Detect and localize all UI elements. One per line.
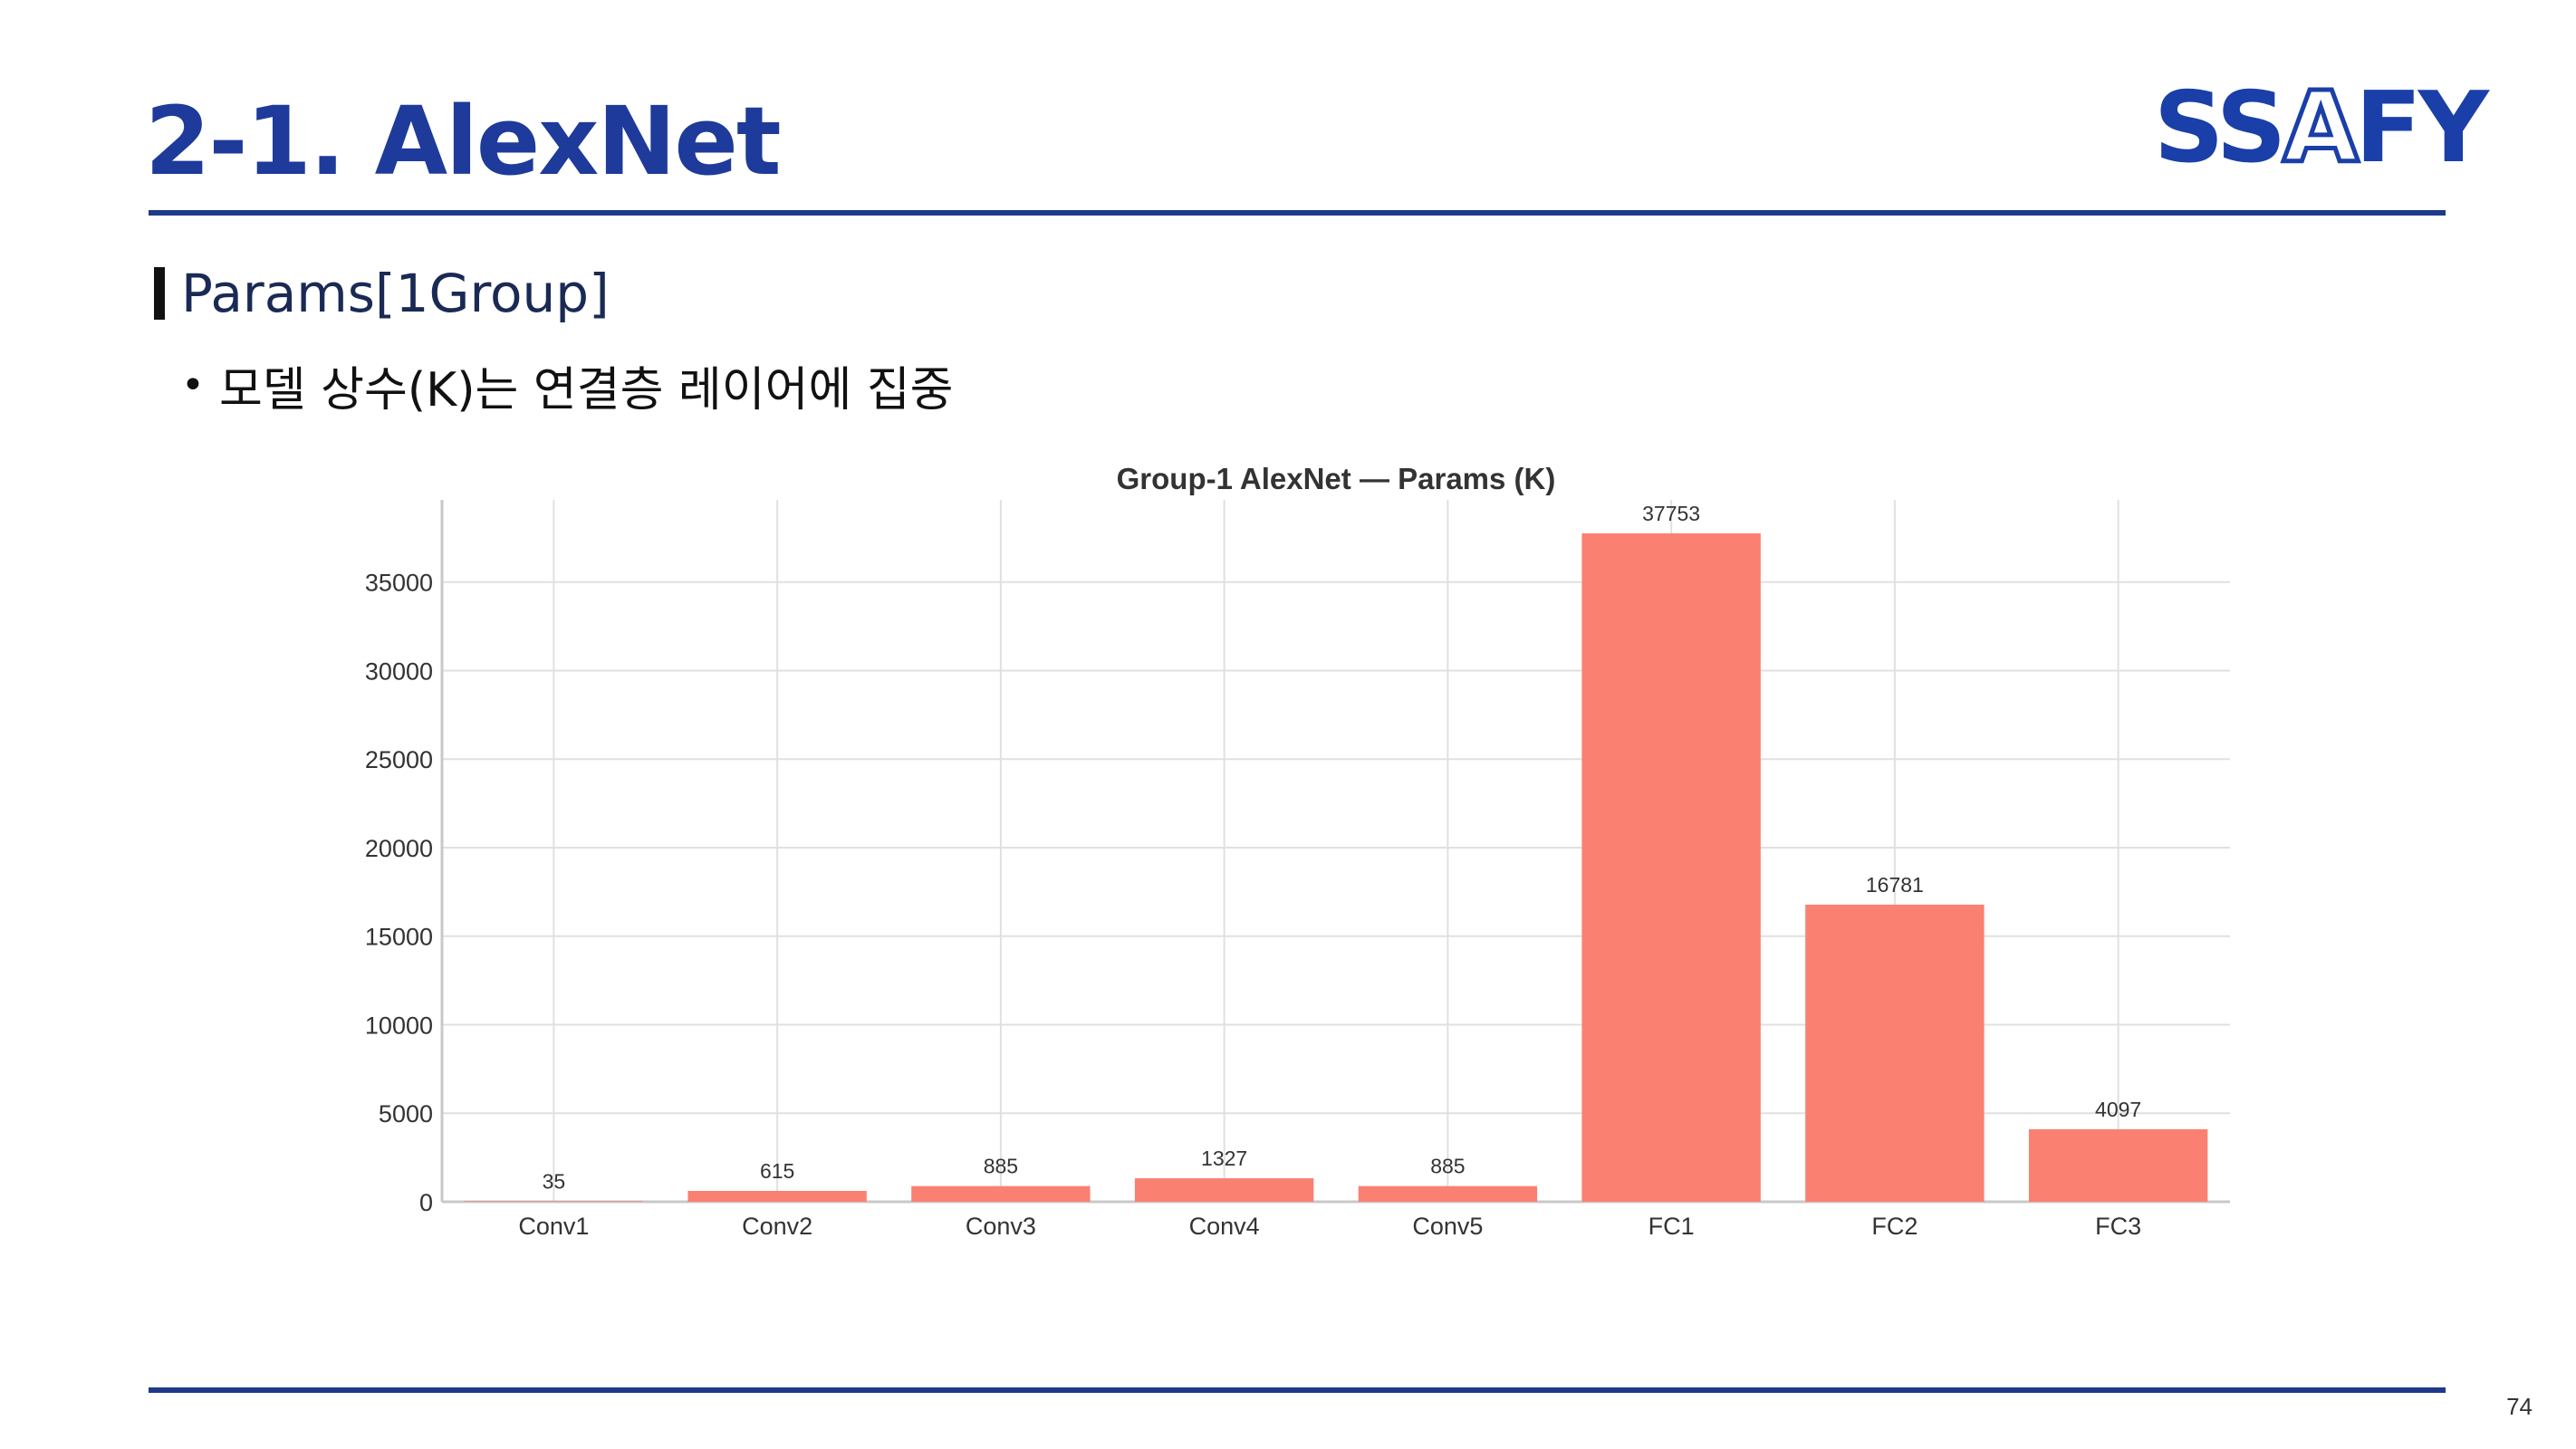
params-bar-chart: 0 5000 10000 15000 20000 25000 30000 35000 35 Con… [365, 462, 2230, 1240]
bullet-item: • 모델 상수(K)는 연결층 레이어에 집중 [181, 351, 954, 419]
footer-divider [149, 1387, 2446, 1393]
ssafy-logo: SSAFY [2154, 77, 2489, 179]
data-label: 35 [543, 1169, 566, 1193]
x-tick-label: FC2 [1871, 1213, 1918, 1240]
x-tick-label: Conv4 [1189, 1213, 1260, 1240]
x-tick-label: Conv1 [518, 1213, 589, 1240]
y-tick-label: 25000 [365, 746, 433, 773]
bullet-text: 모델 상수(K)는 연결층 레이어에 집중 [218, 363, 954, 417]
bar-conv5 [1358, 1185, 1538, 1202]
logo-accent: A [2281, 72, 2361, 185]
slide-title: 2-1. AlexNet [145, 86, 782, 197]
page-number: 74 [2506, 1393, 2533, 1420]
data-label: 1327 [1201, 1147, 1247, 1170]
section-marker [154, 267, 165, 320]
bar-fc3 [2028, 1128, 2208, 1202]
bar-fc1 [1581, 533, 1761, 1202]
logo-prefix: SS [2153, 72, 2287, 185]
data-label: 37753 [1642, 502, 1700, 525]
x-tick-label: Conv3 [966, 1213, 1036, 1240]
y-tick-label: 0 [419, 1189, 433, 1216]
y-tick-label: 35000 [365, 570, 433, 597]
bar-conv1 [464, 1201, 644, 1202]
x-tick-label: FC1 [1648, 1213, 1695, 1240]
y-tick-label: 15000 [365, 924, 433, 951]
y-tick-label: 20000 [365, 835, 433, 862]
data-label: 4097 [2095, 1098, 2141, 1121]
data-label: 885 [984, 1155, 1018, 1178]
logo-suffix: FY [2355, 72, 2489, 185]
x-tick-label: Conv5 [1412, 1213, 1483, 1240]
bar-conv2 [687, 1190, 867, 1202]
data-label: 615 [760, 1159, 794, 1183]
chart-title: Group-1 AlexNet — Params (K) [1117, 462, 1556, 495]
x-tick-label: FC3 [2095, 1213, 2141, 1240]
bar-fc2 [1805, 904, 1985, 1202]
section-heading: Params[1Group] [154, 263, 610, 324]
y-tick-label: 10000 [365, 1012, 433, 1039]
bullet-marker: • [181, 362, 205, 408]
section-title: Params[1Group] [181, 263, 610, 324]
x-tick-label: Conv2 [742, 1213, 812, 1240]
data-label: 885 [1430, 1155, 1465, 1178]
data-label: 16781 [1866, 873, 1924, 897]
bar-conv3 [911, 1185, 1091, 1202]
y-tick-label: 30000 [365, 657, 433, 685]
bar-conv4 [1134, 1178, 1314, 1202]
y-tick-label: 5000 [379, 1100, 433, 1128]
header-divider [149, 210, 2446, 216]
